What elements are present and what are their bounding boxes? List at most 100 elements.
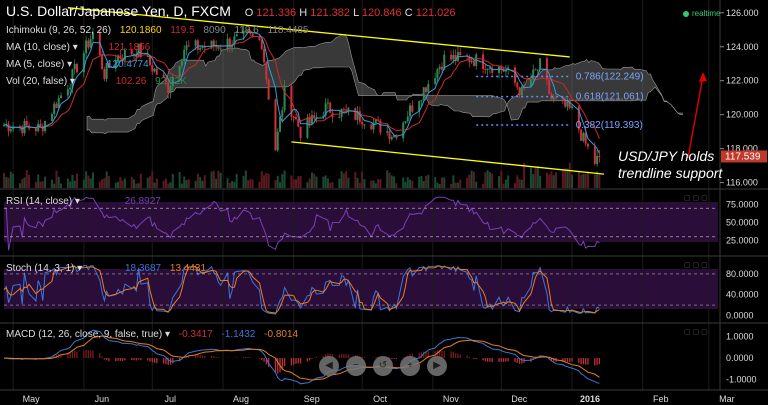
legend-ma5[interactable]: MA (5, close) ▾ 120.4774	[6, 59, 149, 70]
volume-bar	[598, 174, 601, 188]
volume-bar	[409, 179, 412, 188]
volume-bar	[155, 178, 158, 188]
candle-body	[60, 95, 63, 99]
zoom-out-icon[interactable]: −	[346, 356, 366, 376]
candle-body	[390, 137, 393, 140]
volume-bar	[331, 182, 334, 188]
time-axis-label: Aug	[233, 394, 249, 404]
candle-body	[217, 46, 220, 49]
legend-vol[interactable]: Vol (20, false) ▾ 102.26 92.82K	[6, 76, 187, 87]
candle-body	[470, 60, 473, 63]
candle-body	[281, 110, 284, 117]
candle-body	[418, 101, 421, 112]
price-axis-label: 116.000	[726, 178, 758, 188]
price-axis-label: 120.000	[726, 110, 759, 120]
candle-body	[532, 69, 535, 80]
candle-body	[133, 53, 136, 55]
volume-bar	[342, 173, 345, 188]
volume-bar	[550, 171, 553, 188]
candle-body	[251, 33, 254, 37]
scroll-left-icon[interactable]: ◀	[319, 356, 339, 376]
volume-bar	[340, 171, 343, 188]
candle-body	[536, 69, 539, 71]
volume-bar	[486, 170, 489, 188]
volume-bar	[290, 175, 293, 188]
candle-body	[25, 120, 28, 126]
stoch-axis-label: 80.0000	[726, 269, 759, 279]
trendline-support[interactable]	[291, 141, 605, 175]
volume-bar	[55, 170, 58, 188]
trendline-annotation: USD/JPY holds trendline support	[618, 148, 723, 181]
candle-body	[516, 82, 519, 88]
volume-bar	[418, 176, 421, 188]
volume-bar	[171, 173, 174, 188]
volume-bar	[228, 182, 231, 188]
volume-bar	[404, 181, 407, 188]
candle-body	[322, 115, 325, 118]
candle-body	[242, 30, 245, 35]
legend-macd[interactable]: MACD (12, 26, close, 9, false, true) ▾ -…	[6, 329, 299, 340]
macd-signal-line	[4, 335, 600, 381]
volume-bar	[41, 181, 44, 188]
legend-rsi[interactable]: RSI (14, close) ▾ 26.8927	[6, 196, 161, 207]
live-dot-icon	[683, 10, 689, 17]
candle-body	[203, 46, 206, 48]
time-axis-label: May	[23, 394, 41, 404]
volume-bar	[23, 177, 26, 188]
candle-body	[101, 54, 104, 70]
volume-bar	[354, 171, 357, 188]
candle-body	[85, 40, 88, 54]
legend-stoch[interactable]: Stoch (14, 3, 1) ▾ 18.3687 13.4431	[6, 263, 207, 274]
candle-body	[404, 121, 407, 123]
legend-ichimoku[interactable]: Ichimoku (9, 26, 52, 26) 120.1860 119.5 …	[6, 25, 309, 36]
rsi-axis-label: 75.0000	[726, 200, 759, 210]
candle-body	[267, 79, 270, 100]
legend-ma10[interactable]: MA (10, close) ▾ 121.1856	[6, 42, 151, 53]
symbol-title[interactable]: U.S. Dollar/Japanese Yen, D, FXCM	[6, 3, 231, 19]
volume-bar	[310, 172, 313, 188]
volume-bar	[379, 179, 382, 188]
volume-bar	[555, 172, 558, 188]
candle-body	[582, 132, 585, 141]
volume-bar	[374, 183, 377, 188]
volume-bar	[584, 173, 587, 188]
volume-bar	[66, 178, 69, 188]
volume-bar	[37, 174, 40, 188]
candle-body	[194, 40, 197, 46]
volume-bar	[226, 178, 229, 188]
candle-body	[39, 123, 42, 126]
zoom-in-icon[interactable]: +	[400, 356, 420, 376]
candle-body	[235, 34, 238, 37]
reset-icon[interactable]: ↺	[373, 356, 393, 376]
time-axis-label: Nov	[443, 394, 460, 404]
volume-bar	[425, 175, 428, 188]
volume-bar	[472, 171, 475, 188]
candle-body	[402, 122, 405, 139]
volume-bar	[105, 171, 108, 188]
candle-body	[137, 43, 140, 58]
candle-body	[315, 117, 318, 119]
candle-body	[297, 119, 300, 127]
candle-body	[185, 45, 188, 50]
candle-body	[354, 108, 357, 120]
price-axis-label: 126.000	[726, 8, 759, 18]
candle-body	[169, 86, 172, 94]
candle-body	[34, 128, 37, 132]
candle-body	[329, 102, 332, 113]
scroll-right-icon[interactable]: ▶	[427, 356, 447, 376]
trendline-resistance[interactable]	[67, 7, 570, 58]
candle-body	[539, 58, 542, 70]
candle-body	[347, 108, 350, 111]
volume-bar	[358, 182, 361, 188]
volume-bar	[491, 173, 494, 188]
candle-body	[308, 117, 311, 124]
candle-body	[450, 54, 453, 60]
volume-bar	[7, 177, 10, 188]
volume-bar	[482, 183, 485, 188]
candle-body	[260, 39, 263, 49]
ohlc-readout: O 121.336 H 121.382 L 120.846 C 121.026	[244, 7, 456, 19]
volume-bar	[363, 179, 366, 188]
volume-bar	[440, 177, 443, 188]
candle-body	[53, 103, 56, 115]
